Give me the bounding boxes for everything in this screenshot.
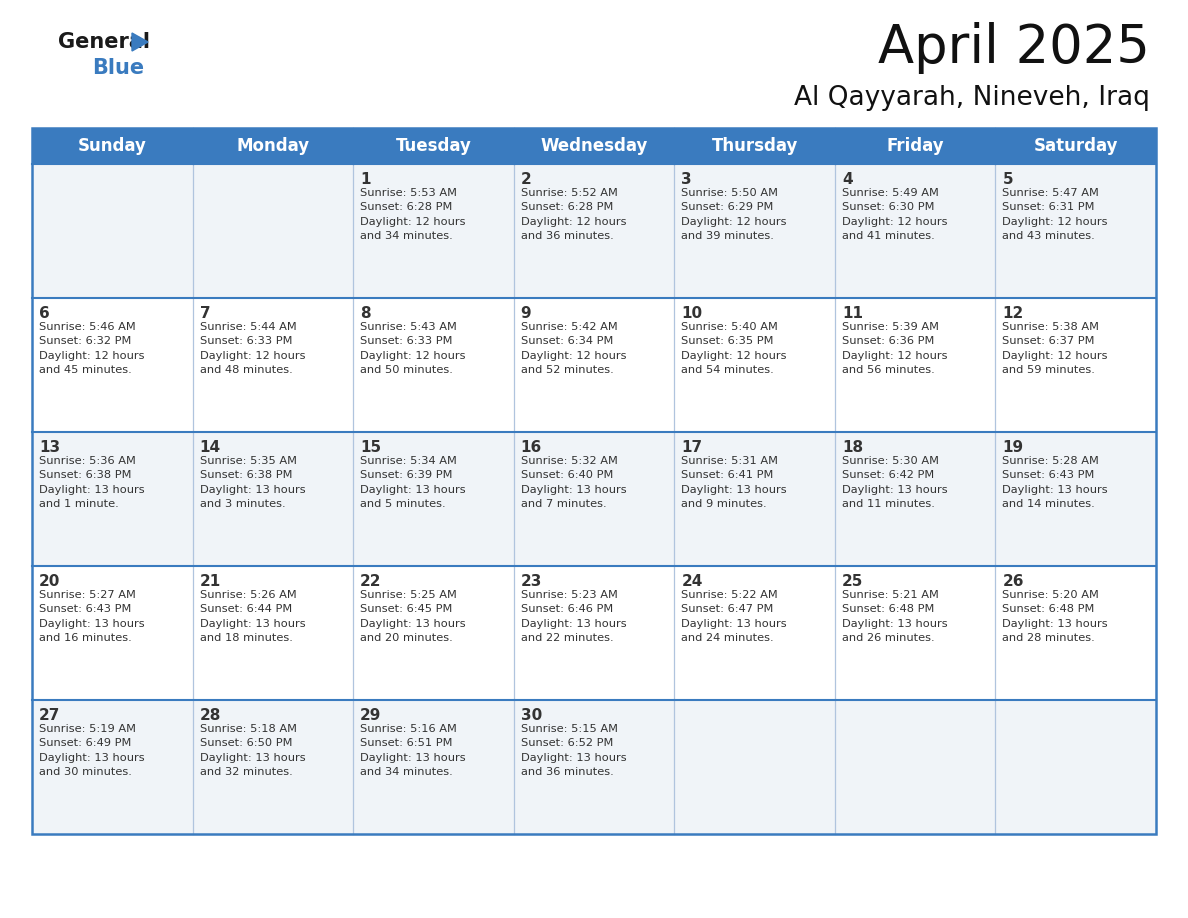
Bar [32, 298, 1156, 432]
Text: 19: 19 [1003, 440, 1024, 455]
Text: Sunrise: 5:50 AM
Sunset: 6:29 PM
Daylight: 12 hours
and 39 minutes.: Sunrise: 5:50 AM Sunset: 6:29 PM Dayligh… [681, 188, 786, 241]
Text: 24: 24 [681, 574, 702, 589]
Text: Sunrise: 5:19 AM
Sunset: 6:49 PM
Daylight: 13 hours
and 30 minutes.: Sunrise: 5:19 AM Sunset: 6:49 PM Dayligh… [39, 724, 145, 778]
Text: 27: 27 [39, 708, 61, 723]
Text: Sunrise: 5:46 AM
Sunset: 6:32 PM
Daylight: 12 hours
and 45 minutes.: Sunrise: 5:46 AM Sunset: 6:32 PM Dayligh… [39, 322, 145, 375]
Text: 11: 11 [842, 306, 862, 321]
Text: 5: 5 [1003, 172, 1013, 187]
Text: Sunrise: 5:30 AM
Sunset: 6:42 PM
Daylight: 13 hours
and 11 minutes.: Sunrise: 5:30 AM Sunset: 6:42 PM Dayligh… [842, 456, 948, 509]
Text: Wednesday: Wednesday [541, 137, 647, 155]
Text: Sunrise: 5:31 AM
Sunset: 6:41 PM
Daylight: 13 hours
and 9 minutes.: Sunrise: 5:31 AM Sunset: 6:41 PM Dayligh… [681, 456, 786, 509]
Text: Sunrise: 5:38 AM
Sunset: 6:37 PM
Daylight: 12 hours
and 59 minutes.: Sunrise: 5:38 AM Sunset: 6:37 PM Dayligh… [1003, 322, 1108, 375]
Polygon shape [132, 33, 148, 51]
Text: Sunrise: 5:49 AM
Sunset: 6:30 PM
Daylight: 12 hours
and 41 minutes.: Sunrise: 5:49 AM Sunset: 6:30 PM Dayligh… [842, 188, 947, 241]
Text: Saturday: Saturday [1034, 137, 1118, 155]
Text: 2: 2 [520, 172, 531, 187]
Text: April 2025: April 2025 [878, 22, 1150, 74]
Text: General: General [58, 32, 150, 52]
Text: Sunrise: 5:36 AM
Sunset: 6:38 PM
Daylight: 13 hours
and 1 minute.: Sunrise: 5:36 AM Sunset: 6:38 PM Dayligh… [39, 456, 145, 509]
Text: 7: 7 [200, 306, 210, 321]
Bar [32, 432, 1156, 566]
Text: 16: 16 [520, 440, 542, 455]
Text: Sunrise: 5:28 AM
Sunset: 6:43 PM
Daylight: 13 hours
and 14 minutes.: Sunrise: 5:28 AM Sunset: 6:43 PM Dayligh… [1003, 456, 1108, 509]
Text: Thursday: Thursday [712, 137, 798, 155]
Text: Tuesday: Tuesday [396, 137, 472, 155]
Text: Sunrise: 5:27 AM
Sunset: 6:43 PM
Daylight: 13 hours
and 16 minutes.: Sunrise: 5:27 AM Sunset: 6:43 PM Dayligh… [39, 590, 145, 644]
Text: Sunrise: 5:15 AM
Sunset: 6:52 PM
Daylight: 13 hours
and 36 minutes.: Sunrise: 5:15 AM Sunset: 6:52 PM Dayligh… [520, 724, 626, 778]
Text: 13: 13 [39, 440, 61, 455]
Text: 25: 25 [842, 574, 864, 589]
Text: 14: 14 [200, 440, 221, 455]
Text: 4: 4 [842, 172, 853, 187]
Text: Monday: Monday [236, 137, 309, 155]
Bar [32, 128, 1156, 834]
Bar [32, 700, 1156, 834]
Text: 1: 1 [360, 172, 371, 187]
Text: 18: 18 [842, 440, 862, 455]
Text: 3: 3 [681, 172, 691, 187]
Text: Sunrise: 5:53 AM
Sunset: 6:28 PM
Daylight: 12 hours
and 34 minutes.: Sunrise: 5:53 AM Sunset: 6:28 PM Dayligh… [360, 188, 466, 241]
Text: Sunrise: 5:18 AM
Sunset: 6:50 PM
Daylight: 13 hours
and 32 minutes.: Sunrise: 5:18 AM Sunset: 6:50 PM Dayligh… [200, 724, 305, 778]
Text: Sunrise: 5:47 AM
Sunset: 6:31 PM
Daylight: 12 hours
and 43 minutes.: Sunrise: 5:47 AM Sunset: 6:31 PM Dayligh… [1003, 188, 1108, 241]
Text: Sunrise: 5:26 AM
Sunset: 6:44 PM
Daylight: 13 hours
and 18 minutes.: Sunrise: 5:26 AM Sunset: 6:44 PM Dayligh… [200, 590, 305, 644]
Text: 6: 6 [39, 306, 50, 321]
Text: Sunrise: 5:39 AM
Sunset: 6:36 PM
Daylight: 12 hours
and 56 minutes.: Sunrise: 5:39 AM Sunset: 6:36 PM Dayligh… [842, 322, 947, 375]
Text: Sunrise: 5:22 AM
Sunset: 6:47 PM
Daylight: 13 hours
and 24 minutes.: Sunrise: 5:22 AM Sunset: 6:47 PM Dayligh… [681, 590, 786, 644]
Text: 10: 10 [681, 306, 702, 321]
Text: Al Qayyarah, Nineveh, Iraq: Al Qayyarah, Nineveh, Iraq [794, 85, 1150, 111]
Text: Sunrise: 5:35 AM
Sunset: 6:38 PM
Daylight: 13 hours
and 3 minutes.: Sunrise: 5:35 AM Sunset: 6:38 PM Dayligh… [200, 456, 305, 509]
Text: Friday: Friday [886, 137, 944, 155]
Text: Sunrise: 5:43 AM
Sunset: 6:33 PM
Daylight: 12 hours
and 50 minutes.: Sunrise: 5:43 AM Sunset: 6:33 PM Dayligh… [360, 322, 466, 375]
Text: 28: 28 [200, 708, 221, 723]
Text: Sunrise: 5:52 AM
Sunset: 6:28 PM
Daylight: 12 hours
and 36 minutes.: Sunrise: 5:52 AM Sunset: 6:28 PM Dayligh… [520, 188, 626, 241]
Text: Sunrise: 5:25 AM
Sunset: 6:45 PM
Daylight: 13 hours
and 20 minutes.: Sunrise: 5:25 AM Sunset: 6:45 PM Dayligh… [360, 590, 466, 644]
Text: 21: 21 [200, 574, 221, 589]
Text: Blue: Blue [91, 58, 144, 78]
Bar [32, 164, 1156, 298]
Text: 17: 17 [681, 440, 702, 455]
Text: Sunrise: 5:21 AM
Sunset: 6:48 PM
Daylight: 13 hours
and 26 minutes.: Sunrise: 5:21 AM Sunset: 6:48 PM Dayligh… [842, 590, 948, 644]
Text: Sunrise: 5:44 AM
Sunset: 6:33 PM
Daylight: 12 hours
and 48 minutes.: Sunrise: 5:44 AM Sunset: 6:33 PM Dayligh… [200, 322, 305, 375]
Text: 12: 12 [1003, 306, 1024, 321]
Bar [32, 566, 1156, 700]
Text: 9: 9 [520, 306, 531, 321]
Text: 30: 30 [520, 708, 542, 723]
Text: Sunrise: 5:42 AM
Sunset: 6:34 PM
Daylight: 12 hours
and 52 minutes.: Sunrise: 5:42 AM Sunset: 6:34 PM Dayligh… [520, 322, 626, 375]
Bar [32, 128, 1156, 164]
Text: 29: 29 [360, 708, 381, 723]
Text: Sunrise: 5:32 AM
Sunset: 6:40 PM
Daylight: 13 hours
and 7 minutes.: Sunrise: 5:32 AM Sunset: 6:40 PM Dayligh… [520, 456, 626, 509]
Text: 15: 15 [360, 440, 381, 455]
Text: 23: 23 [520, 574, 542, 589]
Text: Sunrise: 5:16 AM
Sunset: 6:51 PM
Daylight: 13 hours
and 34 minutes.: Sunrise: 5:16 AM Sunset: 6:51 PM Dayligh… [360, 724, 466, 778]
Text: 20: 20 [39, 574, 61, 589]
Text: Sunrise: 5:34 AM
Sunset: 6:39 PM
Daylight: 13 hours
and 5 minutes.: Sunrise: 5:34 AM Sunset: 6:39 PM Dayligh… [360, 456, 466, 509]
Text: Sunrise: 5:20 AM
Sunset: 6:48 PM
Daylight: 13 hours
and 28 minutes.: Sunrise: 5:20 AM Sunset: 6:48 PM Dayligh… [1003, 590, 1108, 644]
Text: 8: 8 [360, 306, 371, 321]
Text: 26: 26 [1003, 574, 1024, 589]
Text: 22: 22 [360, 574, 381, 589]
Text: Sunrise: 5:40 AM
Sunset: 6:35 PM
Daylight: 12 hours
and 54 minutes.: Sunrise: 5:40 AM Sunset: 6:35 PM Dayligh… [681, 322, 786, 375]
Text: Sunday: Sunday [78, 137, 147, 155]
Text: Sunrise: 5:23 AM
Sunset: 6:46 PM
Daylight: 13 hours
and 22 minutes.: Sunrise: 5:23 AM Sunset: 6:46 PM Dayligh… [520, 590, 626, 644]
